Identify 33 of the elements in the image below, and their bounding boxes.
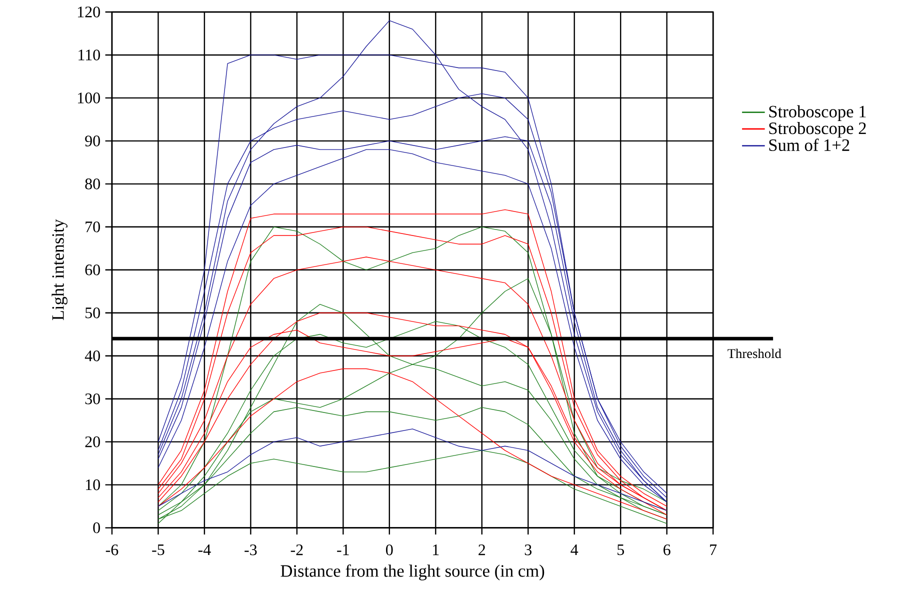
x-tick-label: 6	[664, 544, 670, 556]
y-tick-label: 100	[78, 92, 100, 104]
x-tick-label: -3	[244, 544, 257, 556]
x-tick-label: 4	[570, 544, 578, 555]
y-axis-title: Light intensity	[52, 218, 68, 320]
x-tick-label: -2	[290, 544, 303, 555]
x-tick-label: 3	[524, 544, 532, 556]
legend-label: Stroboscope 2	[769, 122, 866, 138]
x-tick-label: -4	[198, 544, 211, 555]
x-tick-label: 0	[386, 544, 393, 556]
y-tick-label: 110	[78, 49, 100, 60]
x-tick-label: -6	[106, 544, 118, 556]
x-tick-label: 1	[433, 544, 439, 555]
x-axis-title: Distance from the light source (in cm)	[280, 564, 544, 580]
ref-line-label: Threshold	[728, 348, 782, 358]
y-tick-label: 90	[85, 135, 100, 146]
x-tick-label: 5	[618, 544, 624, 555]
legend-label: Sum of 1+2	[769, 138, 850, 151]
y-tick-label: 60	[85, 264, 100, 276]
x-tick-label: 7	[710, 544, 717, 555]
y-tick-label: 10	[86, 479, 100, 490]
x-tick-label: -5	[152, 544, 164, 555]
y-tick-label: 120	[78, 6, 100, 18]
y-tick-label: 0	[93, 522, 100, 533]
y-tick-label: 20	[85, 436, 100, 447]
legend-label: Stroboscope 1	[769, 105, 866, 121]
y-tick-label: 50	[86, 307, 100, 318]
x-tick-label: -1	[337, 544, 349, 555]
y-tick-label: 80	[85, 178, 100, 190]
y-tick-label: 40	[84, 350, 100, 362]
y-tick-label: 30	[85, 393, 100, 404]
y-tick-label: 70	[86, 221, 100, 232]
x-tick-label: 2	[478, 544, 485, 555]
